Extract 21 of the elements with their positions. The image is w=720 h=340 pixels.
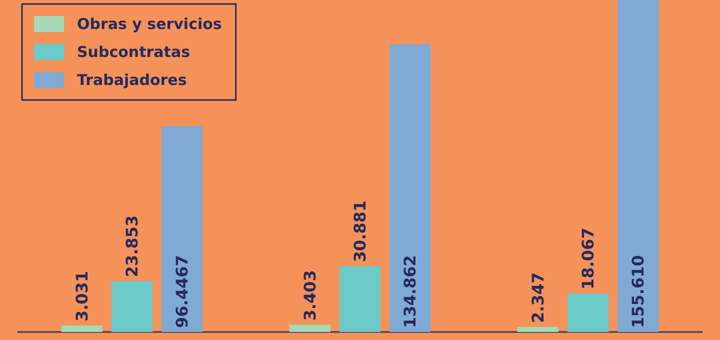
data-label: 18.067 xyxy=(578,228,598,290)
legend-label: Obras y servicios xyxy=(77,15,222,33)
data-label: 134.862 xyxy=(400,255,420,328)
bar xyxy=(111,281,153,332)
data-label: 96.4467 xyxy=(172,255,192,328)
data-label: 3.031 xyxy=(72,270,92,322)
bar xyxy=(61,326,102,332)
data-label: 155.610 xyxy=(628,255,648,328)
bar xyxy=(390,44,431,332)
bar xyxy=(567,293,609,332)
data-label: 23.853 xyxy=(122,215,142,278)
data-label: 30.881 xyxy=(350,200,370,262)
data-label: 2.347 xyxy=(528,272,548,323)
data-label: 3.403 xyxy=(300,270,320,321)
bar xyxy=(339,266,381,332)
bar xyxy=(517,326,558,332)
legend-label: Subcontratas xyxy=(77,43,190,61)
bar xyxy=(289,324,330,332)
legend-label: Trabajadores xyxy=(77,71,187,89)
bar xyxy=(162,126,203,332)
bar xyxy=(618,0,659,332)
